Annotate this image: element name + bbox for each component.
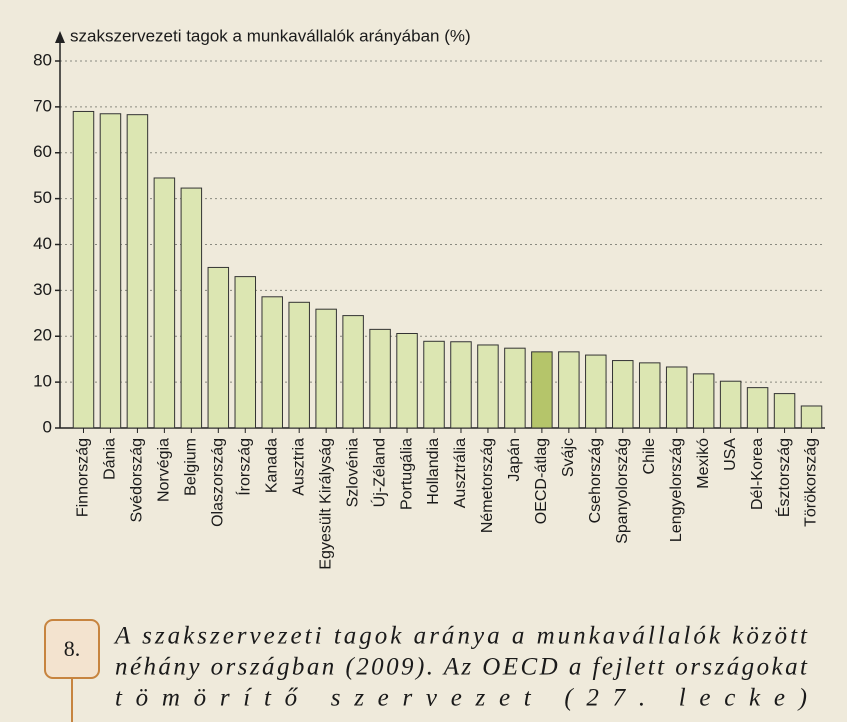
x-tick-label: OECD-átlag bbox=[533, 438, 550, 524]
bar bbox=[720, 381, 740, 428]
x-tick-label: Írország bbox=[234, 438, 253, 496]
x-tick-label: Csehország bbox=[587, 438, 604, 523]
x-tick-label: Mexikó bbox=[695, 438, 712, 489]
page: {"chart_data": {"type": "bar", "y_label"… bbox=[0, 0, 847, 722]
x-tick-label: Ausztrália bbox=[452, 438, 469, 508]
axis-title: szakszervezeti tagok a munkavállalók ará… bbox=[70, 26, 471, 45]
bar bbox=[613, 361, 633, 428]
bar bbox=[639, 363, 659, 428]
x-tick-label: Új-Zéland bbox=[369, 438, 388, 507]
bar bbox=[451, 342, 471, 428]
x-tick-label: Svájc bbox=[560, 438, 577, 477]
caption-line: néhány országban (2009). Az OECD a fejle… bbox=[115, 654, 808, 681]
x-tick-label: Norvégia bbox=[156, 438, 173, 502]
y-tick-label: 60 bbox=[33, 142, 52, 161]
bar bbox=[424, 341, 444, 428]
y-tick-label: 30 bbox=[33, 280, 52, 299]
x-tick-label: Németország bbox=[479, 438, 496, 533]
x-tick-label: Észtország bbox=[774, 438, 793, 517]
x-tick-label: USA bbox=[722, 438, 739, 471]
x-tick-label: Dél-Korea bbox=[749, 438, 766, 510]
bar bbox=[397, 333, 417, 428]
x-tick-label: Ausztria bbox=[290, 438, 307, 496]
x-tick-label: Dánia bbox=[102, 438, 119, 480]
bar bbox=[289, 302, 309, 428]
x-tick-label: Kanada bbox=[263, 438, 280, 493]
figure-label: 8. bbox=[64, 636, 81, 661]
x-tick-label: Japán bbox=[506, 438, 523, 482]
bar bbox=[73, 111, 93, 428]
bar bbox=[478, 345, 498, 428]
y-tick-label: 50 bbox=[33, 188, 52, 207]
bar bbox=[666, 367, 686, 428]
x-tick-label: Portugália bbox=[398, 438, 415, 510]
x-tick-label: Törökország bbox=[803, 438, 820, 527]
y-tick-label: 80 bbox=[33, 50, 52, 69]
x-tick-label: Spanyolország bbox=[614, 438, 631, 544]
bar bbox=[586, 355, 606, 428]
caption-line: tömörítő szervezet (27. lecke) bbox=[115, 685, 807, 712]
bar bbox=[235, 277, 255, 428]
bar bbox=[801, 406, 821, 428]
chart: 8. 0 10 20 30 40 50 60 70 80 szakszervezeti tagok… bbox=[0, 0, 847, 722]
bar bbox=[181, 188, 201, 428]
bar bbox=[343, 316, 363, 428]
bar bbox=[262, 297, 282, 428]
bar bbox=[154, 178, 174, 428]
y-tick-label: 70 bbox=[33, 96, 52, 115]
y-tick-label: 0 bbox=[43, 417, 52, 436]
bar bbox=[370, 329, 390, 428]
x-tick-label: Belgium bbox=[183, 438, 200, 496]
caption-line: A szakszervezeti tagok aránya a munkavál… bbox=[113, 623, 808, 650]
y-tick-label: 40 bbox=[33, 234, 52, 253]
x-tick-label: Lengyelország bbox=[668, 438, 685, 542]
y-axis-arrow bbox=[55, 31, 65, 43]
x-tick-label: Hollandia bbox=[425, 438, 442, 505]
bar bbox=[559, 352, 579, 428]
bar bbox=[208, 267, 228, 428]
bar bbox=[100, 114, 120, 428]
bar bbox=[316, 309, 336, 428]
x-tick-label: Szlovénia bbox=[344, 438, 361, 507]
x-tick-label: Chile bbox=[641, 438, 658, 475]
bar bbox=[693, 374, 713, 428]
x-tick-label: Egyesült Királyság bbox=[317, 438, 334, 570]
y-tick-label: 20 bbox=[33, 326, 52, 345]
bar bbox=[747, 388, 767, 428]
x-tick-label: Olaszország bbox=[210, 438, 227, 527]
bar bbox=[774, 394, 794, 428]
x-tick-label: Finnország bbox=[75, 438, 92, 517]
y-tick-label: 10 bbox=[33, 372, 52, 391]
bar bbox=[505, 348, 525, 428]
bar bbox=[127, 115, 147, 428]
bar bbox=[532, 352, 552, 428]
x-tick-label: Svédország bbox=[129, 438, 146, 523]
